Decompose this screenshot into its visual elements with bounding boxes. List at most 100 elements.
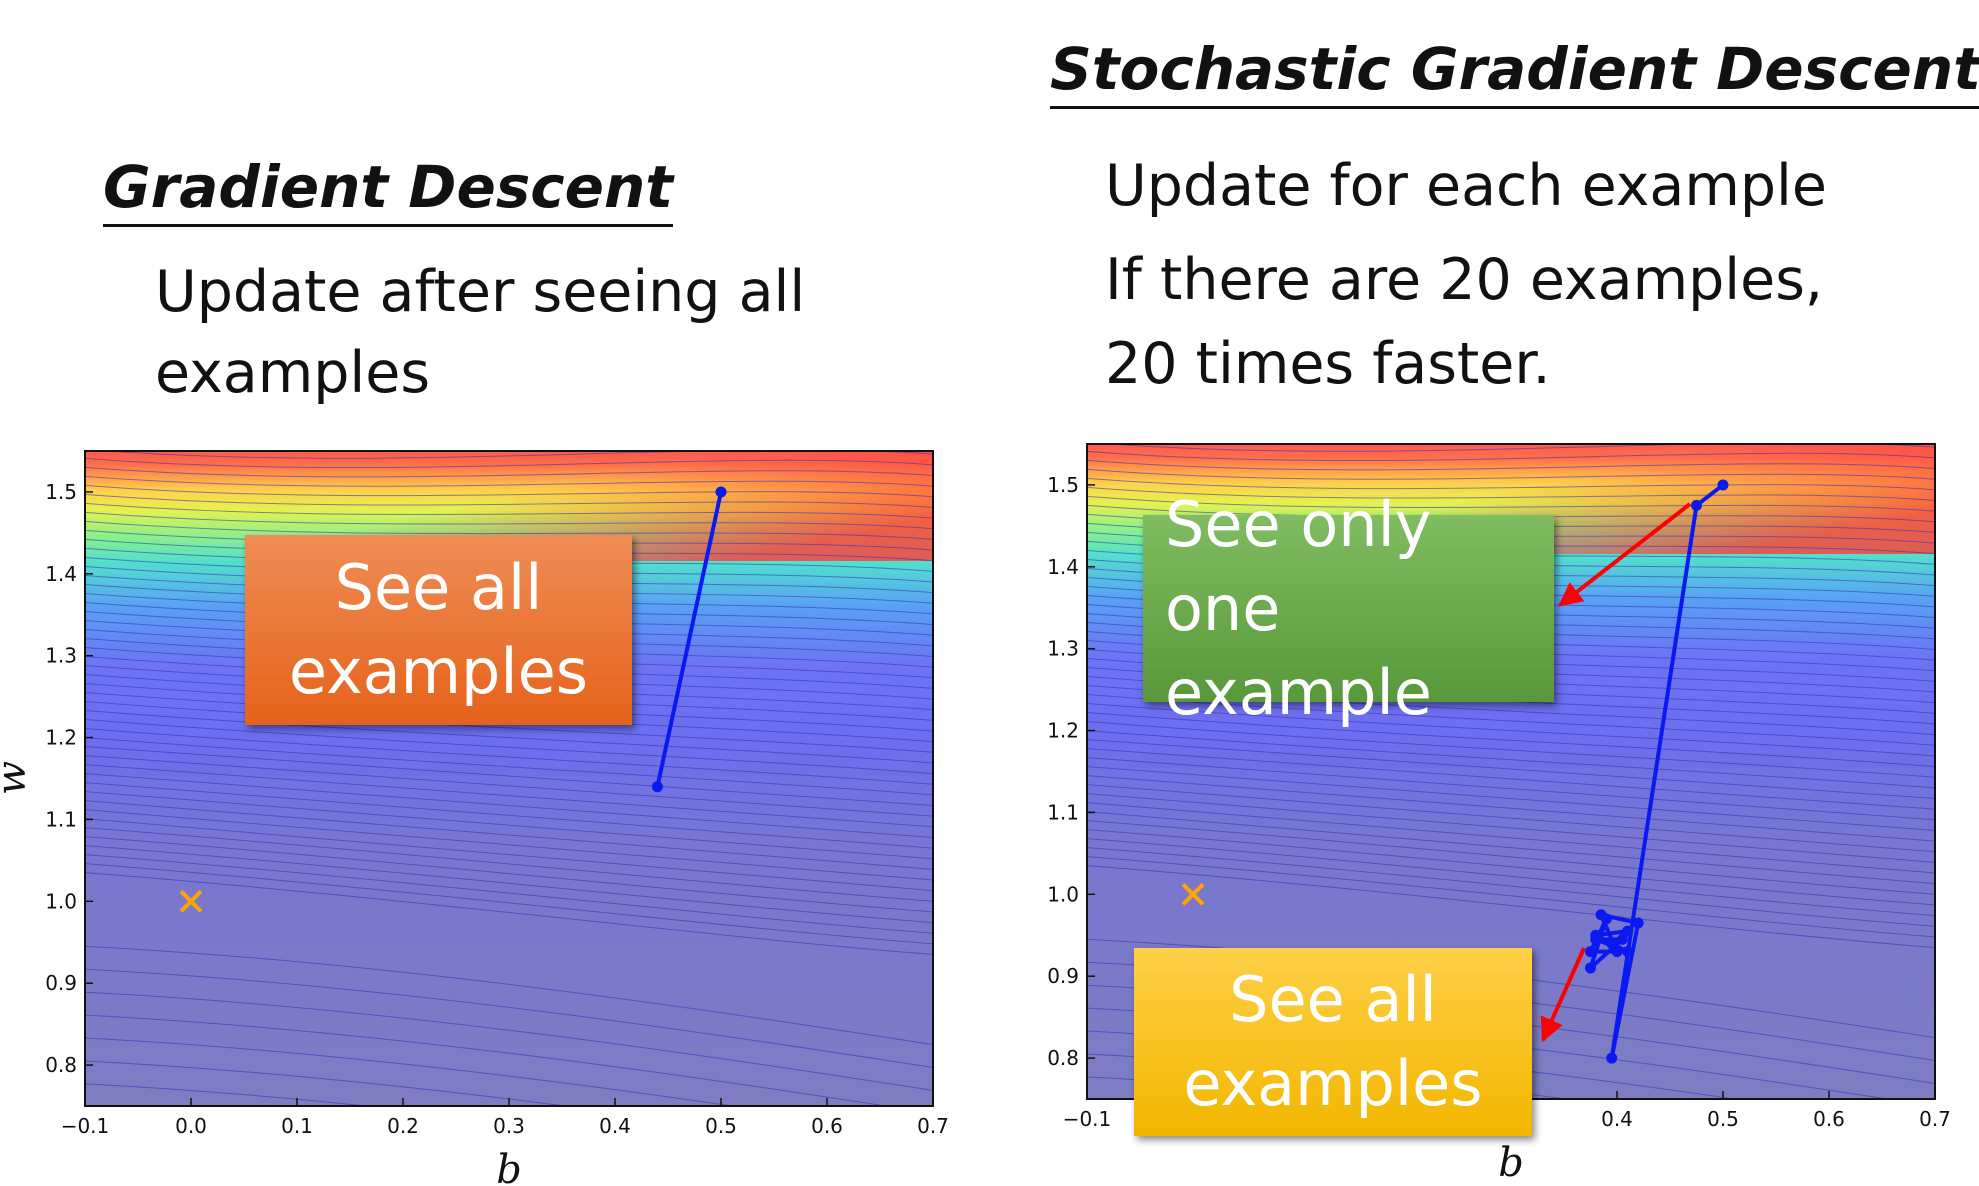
gd-contour xyxy=(85,991,933,1091)
gd-contour xyxy=(85,502,933,519)
gd-contour xyxy=(85,773,933,838)
sgd-contour xyxy=(1087,775,1935,842)
sgd-contour xyxy=(1087,856,1935,938)
sgd-path-point xyxy=(1585,946,1596,958)
gd-contour xyxy=(85,737,933,796)
gd-contour xyxy=(85,1014,889,1106)
sgd-contour xyxy=(1087,459,1935,471)
gd-contour xyxy=(85,863,933,945)
gd-contour xyxy=(85,968,933,1069)
sgd-path-point xyxy=(1622,946,1634,958)
sgd-y-tick-label: 1.2 xyxy=(1047,719,1079,743)
gd-optimum-stroke xyxy=(179,889,203,913)
arrow-to-one-example xyxy=(1558,502,1692,607)
sgd-path-point xyxy=(1717,479,1729,491)
sgd-all-line-2: examples xyxy=(1183,1047,1483,1120)
gd-contour xyxy=(85,854,933,934)
gd-contour xyxy=(85,800,933,870)
gd-contour xyxy=(85,836,933,913)
sgd-title: Stochastic Gradient Descent xyxy=(1050,34,1979,109)
sgd-contour xyxy=(1087,865,1935,949)
arrow-to-all-examples xyxy=(1540,947,1586,1043)
gd-contour xyxy=(85,1083,372,1106)
sgd-descent-path xyxy=(1585,479,1729,1064)
sgd-path-point xyxy=(1606,937,1618,949)
gd-contour xyxy=(85,475,933,487)
sgd-y-tick-label: 1.1 xyxy=(1047,800,1079,824)
gd-contour xyxy=(85,484,933,498)
sgd-contour xyxy=(1087,784,1935,853)
gd-path-point xyxy=(715,486,727,498)
sgd-contour xyxy=(1087,766,1935,831)
sgd-desc-line-3: 20 times faster. xyxy=(1105,331,1551,397)
gd-contour xyxy=(85,945,933,1046)
sgd-xlabel: b xyxy=(1498,1140,1524,1186)
gd-contour xyxy=(85,520,933,540)
sgd-desc-line-1: Update for each example xyxy=(1105,153,1827,219)
sgd-one-line-1: See only one xyxy=(1165,487,1432,645)
sgd-contour xyxy=(1087,450,1935,462)
gd-y-tick-label: 0.8 xyxy=(45,1053,77,1077)
gd-contour xyxy=(85,1037,736,1106)
gd-y-tick-label: 1.5 xyxy=(45,480,77,504)
gd-callout-line-2: examples xyxy=(288,635,589,708)
sgd-path-point xyxy=(1600,913,1612,925)
sgd-path-point xyxy=(1585,962,1596,974)
gd-x-tick-label: 0.6 xyxy=(811,1114,843,1138)
gd-y-tick-label: 1.1 xyxy=(45,807,77,831)
sgd-path-point xyxy=(1632,917,1644,929)
gd-optimum-marker xyxy=(179,889,203,913)
gd-contour xyxy=(85,701,933,753)
gd-contour xyxy=(85,764,933,828)
gradient-descent-description: Update after seeing all examples xyxy=(155,252,805,414)
sgd-one-line-2: example xyxy=(1165,655,1432,729)
gd-callout-line-1: See all xyxy=(334,551,543,624)
gd-y-tick-label: 1.2 xyxy=(45,726,77,750)
gd-x-tick-label: 0.1 xyxy=(281,1114,313,1138)
sgd-contour xyxy=(1087,757,1935,821)
gd-contour xyxy=(85,845,933,924)
sgd-contour xyxy=(1087,802,1935,874)
gd-contour xyxy=(100,451,933,459)
gd-x-tick-label: 0.2 xyxy=(387,1114,419,1138)
sgd-contour xyxy=(1087,477,1935,491)
sgd-y-tick-label: 1.5 xyxy=(1047,473,1079,497)
sgd-contour xyxy=(1087,793,1935,863)
sgd-path-point xyxy=(1622,925,1634,937)
gd-y-tick-label: 1.3 xyxy=(45,644,77,668)
sgd-all-line-1: See all xyxy=(1229,963,1437,1036)
gd-desc-line-1: Update after seeing all xyxy=(155,259,806,325)
sgd-y-tick-label: 1.0 xyxy=(1047,882,1079,906)
gd-xlabel: b xyxy=(496,1147,522,1186)
gd-contour xyxy=(85,872,933,956)
gd-y-ticks: 0.8 0.9 1.0 1.1 1.2 1.3 1.4 1.5 xyxy=(45,480,93,1077)
sgd-x-ticks: −0.1 0.4 0.5 0.6 0.7 xyxy=(1063,1091,1951,1131)
gd-contour xyxy=(85,728,933,785)
gd-x-tick-label: 0.7 xyxy=(917,1114,949,1138)
sgd-y-tick-label: 0.9 xyxy=(1047,964,1079,988)
sgd-contour xyxy=(1087,468,1935,480)
gd-y-tick-label: 1.4 xyxy=(45,562,77,586)
gd-y-tick-label: 0.9 xyxy=(45,971,77,995)
sgd-x-tick-label: 0.6 xyxy=(1813,1107,1845,1131)
gd-path-line xyxy=(655,491,723,788)
gd-contour xyxy=(85,809,933,881)
sgd-optimum-stroke xyxy=(1181,882,1205,906)
sgd-y-tick-label: 0.8 xyxy=(1047,1046,1079,1070)
gd-x-ticks: −0.1 0.0 0.1 0.2 0.3 0.4 0.5 0.6 0.7 xyxy=(61,1098,949,1138)
sgd-see-one-callout: See only one example xyxy=(1143,488,1554,729)
sgd-contour xyxy=(1087,495,1935,512)
sgd-x-tick-label: 0.4 xyxy=(1601,1107,1633,1131)
sgd-path-point xyxy=(1691,499,1702,511)
gd-path-point xyxy=(651,781,663,793)
sgd-path-point xyxy=(1611,946,1623,958)
sgd-contour xyxy=(1087,730,1935,789)
gd-contour xyxy=(85,719,933,775)
sgd-contour xyxy=(1087,712,1935,768)
sgd-y-tick-label: 1.3 xyxy=(1047,637,1079,661)
gd-contour xyxy=(85,466,933,478)
sgd-contour xyxy=(1102,444,1935,452)
sgd-contour xyxy=(1087,721,1935,778)
gd-y-tick-label: 1.0 xyxy=(45,889,77,913)
gd-x-tick-label: 0.4 xyxy=(599,1114,631,1138)
